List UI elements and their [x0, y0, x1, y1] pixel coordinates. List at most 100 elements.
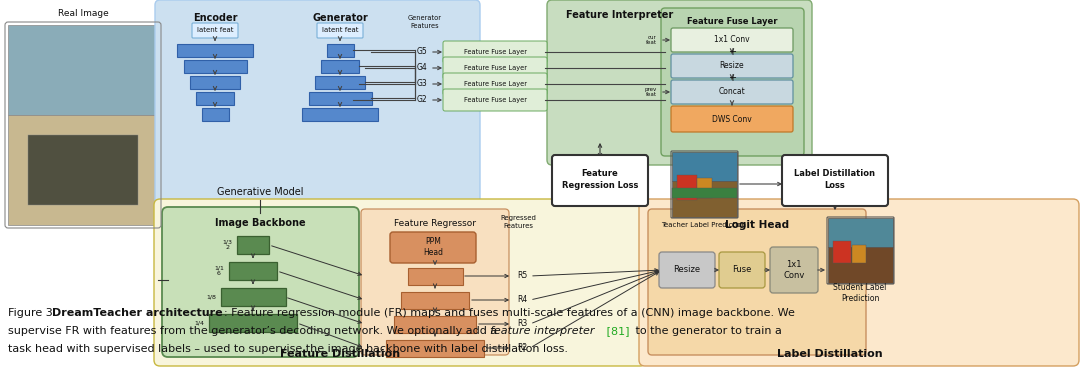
- Text: PPM
Head: PPM Head: [423, 237, 443, 257]
- Text: Real Image: Real Image: [57, 10, 108, 19]
- Bar: [852, 245, 866, 263]
- FancyBboxPatch shape: [192, 23, 238, 38]
- Text: to the generator to train a: to the generator to train a: [632, 326, 782, 336]
- Text: 1/3
2: 1/3 2: [222, 240, 232, 250]
- Bar: [828, 247, 893, 283]
- Bar: [28, 135, 138, 205]
- Bar: [210, 314, 297, 332]
- Bar: [8, 25, 158, 115]
- Text: Feature Interpreter: Feature Interpreter: [566, 10, 674, 20]
- Text: Label Distillation: Label Distillation: [778, 349, 882, 359]
- FancyBboxPatch shape: [318, 23, 363, 38]
- FancyBboxPatch shape: [659, 252, 715, 288]
- Text: +: +: [728, 73, 735, 83]
- Bar: [195, 92, 234, 105]
- Bar: [401, 292, 469, 309]
- Text: R2: R2: [517, 343, 527, 353]
- FancyBboxPatch shape: [639, 199, 1079, 366]
- Text: Feature Fuse Layer: Feature Fuse Layer: [463, 97, 527, 103]
- Text: G4: G4: [417, 64, 428, 73]
- Text: G2: G2: [417, 96, 428, 105]
- Text: +: +: [728, 47, 735, 57]
- Text: 1/1
6: 1/1 6: [214, 266, 224, 276]
- Bar: [833, 241, 851, 263]
- Bar: [408, 268, 463, 285]
- Text: supervise FR with features from the generator’s decoding network. We optionally : supervise FR with features from the gene…: [8, 326, 501, 336]
- Text: Figure 3.: Figure 3.: [8, 308, 59, 318]
- Text: Generator: Generator: [408, 15, 442, 21]
- FancyBboxPatch shape: [648, 209, 866, 355]
- Text: DreamTeacher architecture: DreamTeacher architecture: [52, 308, 222, 318]
- FancyBboxPatch shape: [443, 57, 546, 79]
- Text: latent feat: latent feat: [322, 28, 359, 33]
- Bar: [394, 316, 476, 333]
- Text: cur
feat: cur feat: [646, 35, 657, 45]
- FancyBboxPatch shape: [671, 28, 793, 52]
- Text: 1/8: 1/8: [206, 295, 216, 299]
- Text: Concat: Concat: [718, 87, 745, 96]
- Text: : Feature regression module (FR) maps and fuses multi-scale features of a (CNN) : : Feature regression module (FR) maps an…: [224, 308, 795, 318]
- Text: Teacher Label Prediction: Teacher Label Prediction: [661, 222, 746, 228]
- FancyBboxPatch shape: [443, 73, 546, 95]
- Text: Regression Loss: Regression Loss: [562, 180, 638, 189]
- Text: task head with supervised labels – used to supervise the image backbone with lab: task head with supervised labels – used …: [8, 344, 568, 354]
- Bar: [8, 115, 158, 225]
- Text: Feature Fuse Layer: Feature Fuse Layer: [463, 81, 527, 87]
- FancyBboxPatch shape: [770, 247, 818, 293]
- FancyBboxPatch shape: [671, 54, 793, 78]
- Text: Features: Features: [410, 23, 440, 29]
- Bar: [190, 76, 240, 89]
- Text: latent feat: latent feat: [197, 28, 233, 33]
- FancyBboxPatch shape: [782, 155, 888, 206]
- Text: prev
feat: prev feat: [645, 87, 657, 97]
- Bar: [315, 76, 365, 89]
- Text: Feature Fuse Layer: Feature Fuse Layer: [687, 17, 778, 26]
- Text: 1x1 Conv: 1x1 Conv: [714, 35, 750, 45]
- Text: Feature Fuse Layer: Feature Fuse Layer: [463, 65, 527, 71]
- Text: 1x1
Conv: 1x1 Conv: [783, 260, 805, 280]
- Text: Generator: Generator: [312, 13, 368, 23]
- FancyBboxPatch shape: [156, 0, 480, 205]
- Bar: [828, 218, 893, 247]
- Text: Fuse: Fuse: [732, 266, 752, 275]
- FancyBboxPatch shape: [443, 41, 546, 63]
- Bar: [672, 181, 737, 217]
- Bar: [327, 44, 354, 57]
- Text: Logit Head: Logit Head: [725, 220, 789, 230]
- Text: Encoder: Encoder: [192, 13, 238, 23]
- FancyBboxPatch shape: [162, 207, 359, 357]
- Text: feature interpreter: feature interpreter: [490, 326, 594, 336]
- FancyBboxPatch shape: [719, 252, 765, 288]
- Text: Feature: Feature: [582, 170, 619, 179]
- Bar: [697, 178, 712, 198]
- Text: R4: R4: [517, 295, 527, 305]
- Bar: [184, 60, 247, 73]
- Text: Feature Distillation: Feature Distillation: [280, 349, 400, 359]
- Text: G5: G5: [417, 48, 428, 57]
- Text: Label Distillation: Label Distillation: [795, 170, 876, 179]
- Bar: [229, 262, 276, 280]
- Text: G3: G3: [417, 80, 428, 89]
- Text: Feature Fuse Layer: Feature Fuse Layer: [463, 49, 527, 55]
- Text: Feature Regressor: Feature Regressor: [394, 218, 476, 228]
- Text: Loss: Loss: [825, 180, 846, 189]
- Text: Regressed: Regressed: [500, 215, 536, 221]
- Bar: [309, 92, 372, 105]
- Text: 1/4: 1/4: [194, 321, 204, 326]
- Text: Student Label
Prediction: Student Label Prediction: [834, 283, 887, 303]
- FancyBboxPatch shape: [671, 80, 793, 104]
- FancyBboxPatch shape: [390, 232, 476, 263]
- Text: [81]: [81]: [603, 326, 630, 336]
- Text: Image Backbone: Image Backbone: [215, 218, 306, 228]
- Text: R3: R3: [517, 320, 527, 328]
- Text: DWS Conv: DWS Conv: [712, 115, 752, 124]
- Bar: [386, 340, 484, 357]
- Bar: [677, 175, 697, 200]
- Text: Generative Model: Generative Model: [217, 187, 303, 197]
- Text: Features: Features: [503, 223, 534, 229]
- FancyBboxPatch shape: [443, 89, 546, 111]
- Bar: [221, 288, 286, 306]
- Bar: [672, 188, 737, 198]
- FancyBboxPatch shape: [546, 0, 812, 165]
- FancyBboxPatch shape: [661, 8, 804, 156]
